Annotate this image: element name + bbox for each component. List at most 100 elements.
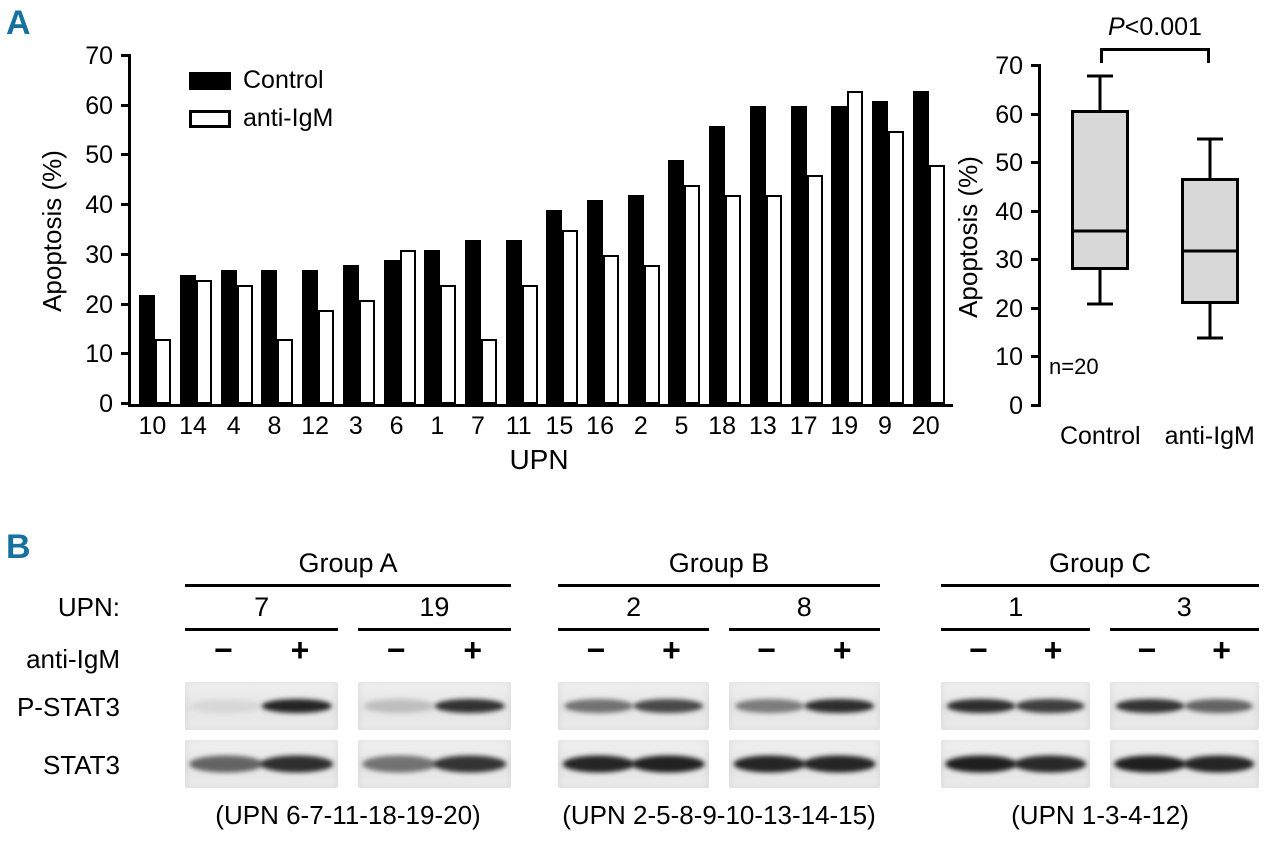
plus-sign: +: [463, 632, 483, 668]
y-tick-mark: [1031, 404, 1041, 407]
bar-group-upn-17: [786, 56, 827, 404]
bar-anti-igm-upn-4: [236, 284, 253, 404]
blot-upn-label-7: 7: [254, 592, 270, 622]
bar-anti-igm-upn-3: [358, 299, 375, 404]
significance-bracket: P<0.001: [1100, 13, 1210, 63]
x-tick-upn-13: 13: [748, 412, 777, 440]
y-tick-mark: [121, 203, 131, 207]
blot-image-stat3-upn-2: [558, 740, 710, 788]
y-tick-mark: [121, 252, 131, 256]
x-tick-upn-7: 7: [471, 412, 485, 440]
y-tick-label-60: 60: [85, 91, 113, 120]
bar-control-upn-5: [668, 160, 685, 404]
blot-image-pstat3-upn-8: [728, 682, 880, 730]
bar-group-upn-4: [216, 56, 257, 404]
blot-band-pstat3-upn-1-minus: [946, 699, 1016, 713]
blot-band-pstat3-upn-7-minus: [191, 699, 262, 713]
blot-band-stat3-upn-7-plus: [260, 755, 334, 773]
blot-band-stat3-upn-19-minus: [362, 755, 436, 773]
bar-anti-igm-upn-20: [928, 165, 945, 404]
x-tick-upn-17: 17: [789, 412, 818, 440]
legend-label-control: Control: [243, 66, 324, 94]
x-tick-upn-9: 9: [878, 412, 892, 440]
blot-image-stat3-upn-3: [1109, 740, 1259, 788]
blot-image-stat3-upn-7: [185, 740, 339, 788]
p-value-label: P<0.001: [1108, 13, 1202, 42]
blot-band-stat3-upn-2-plus: [632, 755, 705, 773]
plus-sign: +: [662, 632, 681, 668]
legend: Control anti-IgM: [189, 66, 333, 142]
blot-group-title: Group A: [298, 548, 398, 578]
panel-b-label: B: [6, 528, 31, 566]
blot-band-stat3-upn-3-minus: [1114, 755, 1186, 773]
blot-upn-label-3: 3: [1176, 592, 1192, 622]
bar-control-upn-8: [261, 269, 278, 404]
blot-upn-underline-1: [941, 628, 1091, 631]
p-value-italic: P: [1108, 13, 1125, 41]
blot-band-stat3-upn-7-minus: [189, 755, 264, 773]
x-tick-upn-3: 3: [348, 412, 363, 440]
y-tick-mark: [121, 302, 131, 306]
minus-sign: −: [1137, 632, 1157, 668]
y-tick-mark: [121, 352, 131, 356]
box-plot-plot-area: 0 10 20 30 40 50 60 70 P<0.001 Control anti-IgM …: [995, 13, 1269, 450]
y-tick-label-20: 20: [995, 294, 1023, 323]
y-tick-mark: [1031, 258, 1041, 262]
plus-sign: +: [290, 632, 310, 668]
bar-control-upn-2: [627, 195, 644, 404]
bar-group-upn-6: [379, 56, 420, 404]
blot-image-pstat3-upn-2: [558, 682, 710, 730]
blot-upn-label-8: 8: [796, 592, 812, 622]
x-tick-upn-15: 15: [545, 412, 574, 440]
x-tick-upn-10: 10: [138, 412, 167, 440]
bar-control-upn-20: [912, 90, 929, 404]
blot-band-stat3-upn-8-plus: [802, 755, 876, 773]
bar-group-upn-10: [135, 56, 176, 404]
plus-sign: +: [1043, 632, 1063, 668]
bar-anti-igm-upn-1: [440, 284, 457, 404]
bar-group-upn-5: [664, 56, 705, 404]
blot-group-underline: [185, 584, 511, 587]
blot-band-pstat3-upn-1-plus: [1015, 699, 1085, 713]
bar-control-upn-19: [831, 105, 848, 404]
bar-group-upn-16: [583, 56, 624, 404]
blot-band-pstat3-upn-19-minus: [363, 699, 435, 713]
row-label-stat3: STAT3: [42, 750, 120, 780]
bar-anti-igm-upn-15: [562, 230, 579, 404]
y-tick-label-60: 60: [995, 100, 1023, 129]
bar-anti-igm-upn-2: [643, 264, 660, 404]
y-tick-mark: [1031, 112, 1041, 116]
boxplot-median-anti-IgM: [1180, 249, 1239, 253]
anti-igm-swatch: [189, 109, 231, 128]
bar-control-upn-13: [749, 105, 766, 404]
blot-band-pstat3-upn-2-plus: [633, 699, 704, 713]
bar-anti-igm-upn-6: [399, 249, 416, 404]
bar-group-upn-9: [868, 56, 909, 404]
y-tick-mark: [1031, 161, 1041, 165]
plus-sign: +: [1212, 632, 1231, 668]
blot-band-stat3-upn-2-minus: [562, 755, 636, 773]
bar-control-upn-18: [709, 125, 726, 404]
blot-group-group-b: Group B 2− +8− + (UPN 2-5-8-9-10-13-14-15): [558, 548, 880, 838]
bar-group-upn-8: [257, 56, 298, 404]
bar-anti-igm-upn-9: [888, 130, 904, 404]
x-tick-upn-11: 11: [505, 412, 532, 440]
blot-image-stat3-upn-19: [357, 740, 511, 788]
bar-group-upn-19: [827, 56, 868, 404]
x-tick-upn-20: 20: [911, 412, 940, 440]
blot-image-pstat3-upn-1: [941, 682, 1091, 730]
blot-image-pstat3-upn-7: [185, 682, 339, 730]
bar-anti-igm-upn-18: [725, 195, 742, 404]
bar-group-upn-13: [746, 56, 787, 404]
blot-band-stat3-upn-3-plus: [1182, 755, 1255, 773]
bar-anti-igm-upn-11: [521, 284, 538, 404]
bar-control-upn-14: [180, 274, 197, 404]
blot-band-stat3-upn-1-plus: [1014, 755, 1086, 773]
blot-upn-underline-7: [185, 628, 339, 631]
bar-group-upn-14: [176, 56, 217, 404]
legend-label-anti-igm: anti-IgM: [243, 104, 334, 132]
x-tick-upn-2: 2: [633, 412, 648, 440]
boxplot-min-cap-anti-IgM: [1196, 336, 1223, 340]
blot-group-underline: [558, 584, 880, 587]
bar-control-upn-9: [872, 100, 888, 404]
